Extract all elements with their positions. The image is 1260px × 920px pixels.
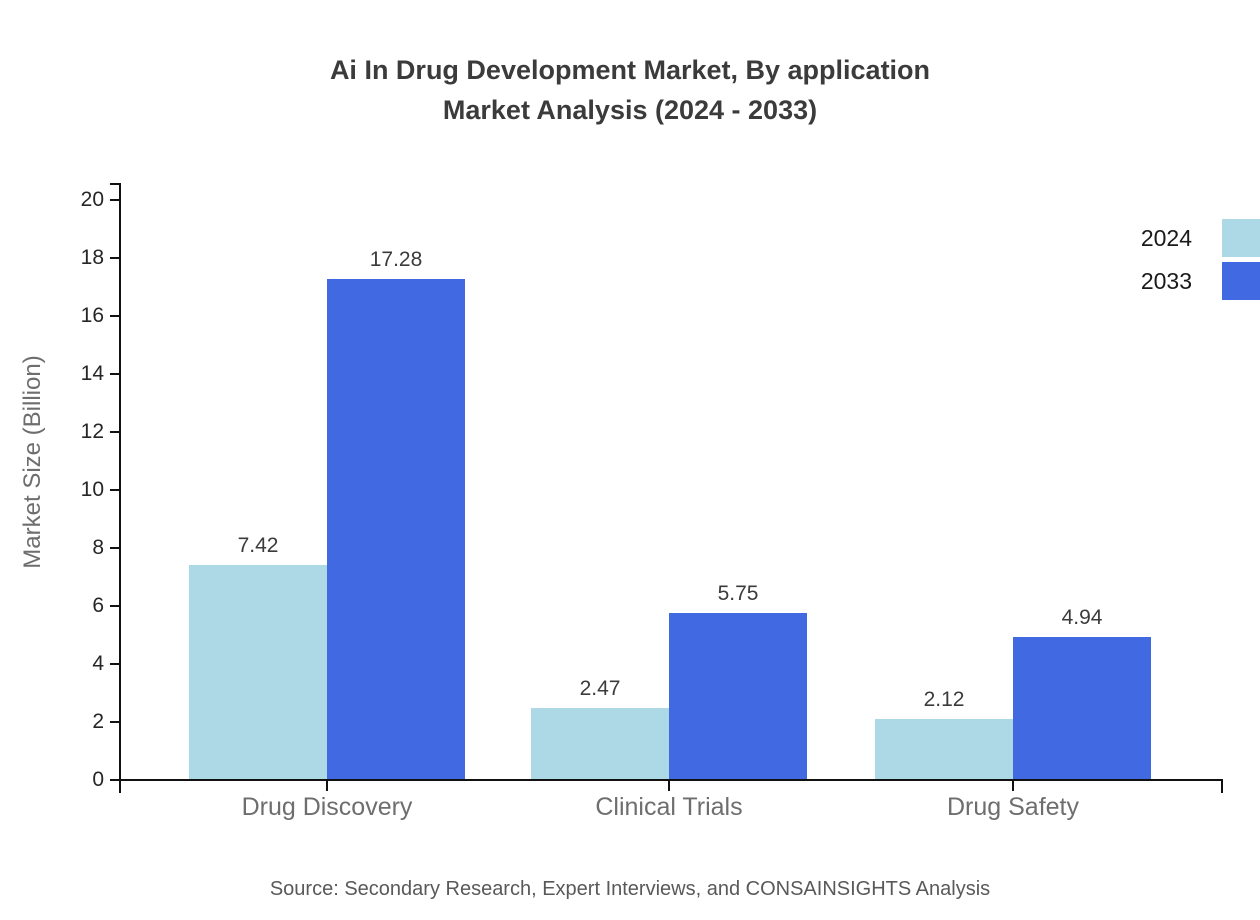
y-axis-tick	[110, 489, 119, 491]
legend-item-2024: 2024	[1141, 219, 1260, 257]
y-tick-label: 20	[80, 188, 104, 211]
y-axis-tick	[110, 373, 119, 375]
y-axis-tick	[110, 547, 119, 549]
x-axis-tick	[668, 779, 670, 791]
y-tick-label: 8	[92, 536, 104, 559]
y-tick-label: 12	[80, 420, 104, 443]
y-tick-label: 16	[80, 304, 104, 327]
y-tick-label: 18	[80, 246, 104, 269]
y-tick-label: 4	[92, 652, 104, 675]
y-tick-label: 6	[92, 594, 104, 617]
bar-2024-clinical-trials	[531, 708, 669, 779]
bar-2024-drug-discovery	[189, 565, 327, 779]
legend-item-2033: 2033	[1141, 262, 1260, 300]
y-axis-tick	[110, 721, 119, 723]
y-tick-label: 10	[80, 478, 104, 501]
legend-label: 2024	[1140, 224, 1192, 251]
legend-label: 2033	[1140, 267, 1192, 294]
chart-title-line2: Market Analysis (2024 - 2033)	[442, 95, 818, 125]
x-axis-line	[119, 779, 1223, 781]
x-category-label: Clinical Trials	[595, 793, 743, 821]
bar-value-label: 5.75	[717, 582, 759, 605]
y-tick-label: 0	[92, 768, 104, 791]
y-axis-tick	[110, 199, 119, 201]
bar-2033-drug-discovery	[327, 279, 465, 779]
x-category-label: Drug Discovery	[241, 793, 413, 821]
chart-title: Ai In Drug Development Market, By applic…	[0, 50, 1260, 130]
legend-swatch	[1222, 219, 1260, 257]
x-axis-tick	[326, 779, 328, 791]
y-axis-tick	[110, 431, 119, 433]
bar-value-label: 7.42	[237, 534, 279, 557]
y-axis-line	[119, 183, 121, 781]
x-category-label: Drug Safety	[946, 793, 1079, 821]
bar-2033-clinical-trials	[669, 613, 807, 779]
y-axis-title: Market Size (Billion)	[19, 355, 46, 569]
bar-value-label: 2.12	[923, 688, 965, 711]
y-tick-label: 2	[92, 710, 104, 733]
y-axis-tick	[110, 315, 119, 317]
bar-value-label: 4.94	[1061, 606, 1103, 629]
y-axis-tick	[110, 779, 119, 781]
bar-value-label: 2.47	[579, 677, 621, 700]
legend: 2024 2033	[1141, 219, 1260, 300]
y-axis-endcap	[110, 183, 119, 185]
y-axis-tick	[110, 605, 119, 607]
chart-title-line1: Ai In Drug Development Market, By applic…	[329, 55, 931, 85]
y-axis-tick	[110, 663, 119, 665]
x-axis-endcap-left	[119, 779, 121, 793]
x-axis-endcap-right	[1221, 779, 1223, 793]
x-axis-tick	[1012, 779, 1014, 791]
y-tick-label: 14	[80, 362, 104, 385]
bar-value-label: 17.28	[369, 248, 423, 271]
bar-2024-drug-safety	[875, 719, 1013, 779]
y-axis-tick	[110, 257, 119, 259]
bar-2033-drug-safety	[1013, 637, 1151, 779]
legend-swatch	[1222, 262, 1260, 300]
source-note: Source: Secondary Research, Expert Inter…	[269, 878, 991, 900]
